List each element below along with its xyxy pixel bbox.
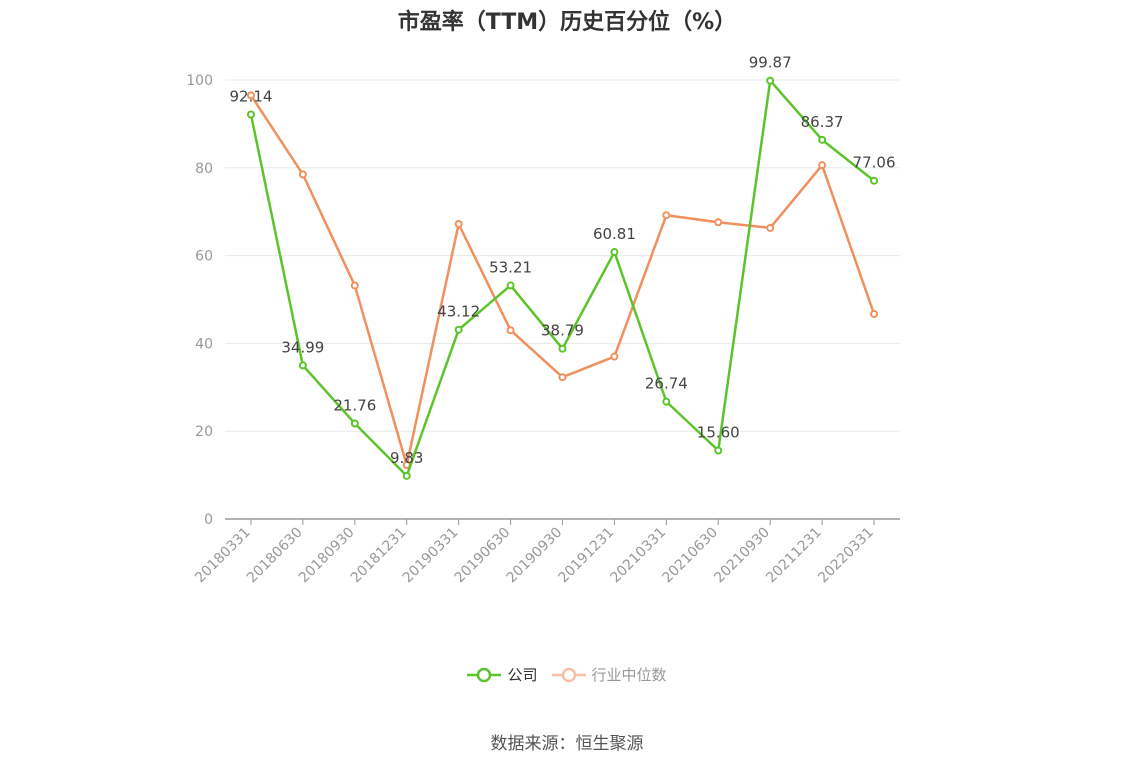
y-tick-label: 40 [195,336,213,352]
legend-item-company[interactable]: 公司 [467,664,538,685]
data-label: 34.99 [281,338,324,356]
y-tick-label: 60 [195,249,213,265]
legend-item-industry[interactable]: 行业中位数 [551,664,667,685]
data-point-company [298,361,307,370]
x-tick-label: 20180930 [296,525,358,587]
x-tick-label: 20210930 [711,525,773,587]
x-tick-label: 20190930 [504,525,566,587]
data-point-industry [350,281,359,290]
data-point-industry [610,352,619,361]
data-label: 15.60 [697,424,740,442]
y-tick-label: 100 [186,73,213,89]
data-point-industry [662,211,671,220]
x-tick-label: 20180331 [192,525,254,587]
legend: 公司 行业中位数 [0,664,1134,685]
chart-title: 市盈率（TTM）历史百分位（%） [397,10,737,35]
data-point-company [870,176,879,185]
data-point-industry [298,170,307,179]
data-label: 21.76 [333,396,376,414]
data-point-company [662,397,671,406]
legend-company-label: 公司 [507,666,538,684]
data-point-company [558,344,567,353]
data-point-company [714,446,723,455]
data-label: 53.21 [489,258,532,276]
data-label: 38.79 [541,322,584,340]
data-label: 92.14 [229,88,272,106]
x-tick-label: 20180630 [244,525,306,587]
data-label: 86.37 [801,113,844,131]
x-tick-label: 20191231 [556,525,618,587]
data-label: 26.74 [645,375,688,393]
x-tick-label: 20220331 [815,525,877,587]
data-point-company [454,325,463,334]
x-tick-label: 20190630 [452,525,514,587]
data-point-industry [246,91,255,100]
data-point-company [506,281,515,290]
x-tick-label: 20210630 [659,525,721,587]
x-tick-label: 20190331 [400,525,462,587]
data-source: 数据来源：恒生聚源 [490,734,644,754]
data-point-company [610,248,619,257]
data-point-industry [714,218,723,227]
data-point-industry [506,326,515,335]
data-point-industry [818,161,827,170]
data-label: 99.87 [749,54,792,72]
y-tick-label: 80 [195,161,213,177]
data-labels: 92.14 34.99 21.76 9.83 43.12 53.21 38.79 60.81 2… [229,54,895,467]
y-tick-label: 0 [204,512,213,528]
data-point-company [818,135,827,144]
data-label: 43.12 [437,303,480,321]
data-point-industry [870,309,879,318]
data-point-company [766,76,775,85]
legend-industry-marker [551,667,586,682]
series-lines [246,76,879,480]
grid-lines [225,79,900,432]
data-point-industry [558,373,567,382]
data-point-company [350,419,359,428]
data-label: 77.06 [853,154,896,172]
x-tick-label: 20181231 [348,525,410,587]
data-point-company [402,471,411,480]
legend-industry-label: 行业中位数 [591,666,667,684]
x-tick-label: 20210331 [607,525,669,587]
data-point-industry [454,219,463,228]
data-point-company [246,110,255,119]
series-line-company [249,79,875,478]
data-label: 9.83 [390,449,423,467]
data-point-industry [766,223,775,232]
legend-company-marker [467,667,502,682]
x-tick-label: 20211231 [763,525,825,587]
data-label: 60.81 [593,225,636,243]
y-tick-label: 20 [195,424,213,440]
